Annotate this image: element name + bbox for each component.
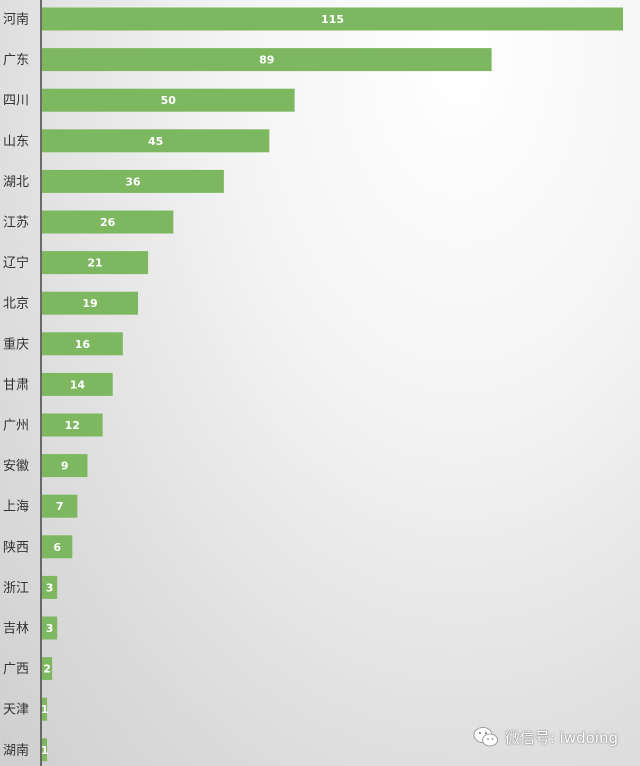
category-label: 浙江 — [3, 581, 29, 596]
bar-7 — [42, 251, 149, 275]
bar-8 — [42, 291, 138, 315]
bar-19 — [42, 738, 48, 762]
value-label: 21 — [87, 257, 102, 270]
value-label: 7 — [56, 500, 64, 513]
value-label: 16 — [75, 338, 91, 351]
value-label: 45 — [148, 135, 163, 148]
watermark-text: 微信号: iwdoing — [504, 728, 618, 747]
bar-2 — [42, 48, 492, 72]
bar-16 — [42, 616, 58, 640]
category-label: 辽宁 — [3, 255, 29, 271]
value-label: 2 — [43, 663, 51, 676]
category-label: 山东 — [3, 134, 29, 149]
bar-1 — [42, 7, 623, 31]
bar-18 — [42, 697, 48, 721]
value-label: 6 — [53, 541, 61, 554]
value-label: 14 — [70, 378, 86, 391]
bar-5 — [42, 169, 224, 193]
category-label: 上海 — [3, 500, 29, 515]
bar-13 — [42, 494, 78, 518]
bar-4 — [42, 129, 270, 153]
category-label: 江苏 — [3, 215, 29, 231]
value-label: 9 — [61, 460, 69, 473]
watermark: 微信号: iwdoing — [473, 726, 618, 748]
bar-17 — [42, 657, 53, 681]
value-label: 89 — [259, 54, 274, 67]
category-label: 四川 — [3, 94, 29, 109]
category-label: 重庆 — [3, 336, 29, 352]
bar-11 — [42, 413, 103, 437]
category-label: 安徽 — [3, 459, 29, 474]
category-label: 广西 — [3, 662, 29, 677]
bar-9 — [42, 332, 123, 356]
value-label: 50 — [161, 94, 177, 107]
category-label: 吉林 — [3, 622, 29, 637]
bar-3 — [42, 88, 295, 112]
category-label: 湖北 — [3, 175, 29, 190]
value-label: 19 — [82, 297, 97, 310]
category-label: 河南 — [3, 12, 29, 28]
category-label: 甘肃 — [3, 378, 29, 393]
value-label: 3 — [46, 581, 54, 594]
bar-12 — [42, 454, 88, 478]
bar-10 — [42, 372, 113, 396]
category-label: 天津 — [3, 703, 29, 718]
category-label: 广州 — [3, 419, 29, 434]
value-label: 115 — [321, 13, 344, 26]
wechat-icon — [473, 727, 498, 747]
value-label: 26 — [100, 216, 116, 229]
category-label: 陕西 — [3, 540, 29, 555]
category-label: 湖南 — [3, 742, 29, 758]
value-label: 12 — [65, 419, 80, 432]
category-label: 广东 — [3, 53, 29, 68]
bar-15 — [42, 575, 58, 599]
value-label: 1 — [41, 744, 49, 757]
value-label: 3 — [46, 622, 54, 635]
category-label: 北京 — [3, 297, 29, 312]
value-label: 1 — [41, 703, 49, 716]
bar-14 — [42, 535, 73, 559]
value-label: 36 — [125, 175, 141, 188]
bar-6 — [42, 210, 174, 234]
